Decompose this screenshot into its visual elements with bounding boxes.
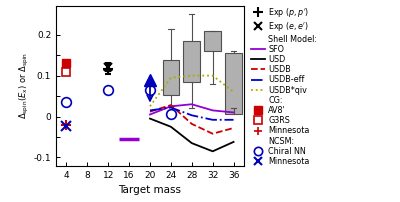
Bar: [204, 31, 221, 51]
Bar: [162, 60, 179, 95]
Y-axis label: $\Delta_{\rm spin}(E_{\rm x})$ or $\Delta_{\rm spin}$: $\Delta_{\rm spin}(E_{\rm x})$ or $\Delt…: [18, 52, 31, 119]
Bar: [225, 53, 242, 115]
Bar: [184, 41, 200, 82]
Legend: Exp $(p,p^\prime)$, Exp $(e,e^\prime)$, Shell Model:, SFO, USD, USDB, USDB-eff, : Exp $(p,p^\prime)$, Exp $(e,e^\prime)$, …: [250, 5, 318, 167]
X-axis label: Target mass: Target mass: [118, 185, 182, 195]
